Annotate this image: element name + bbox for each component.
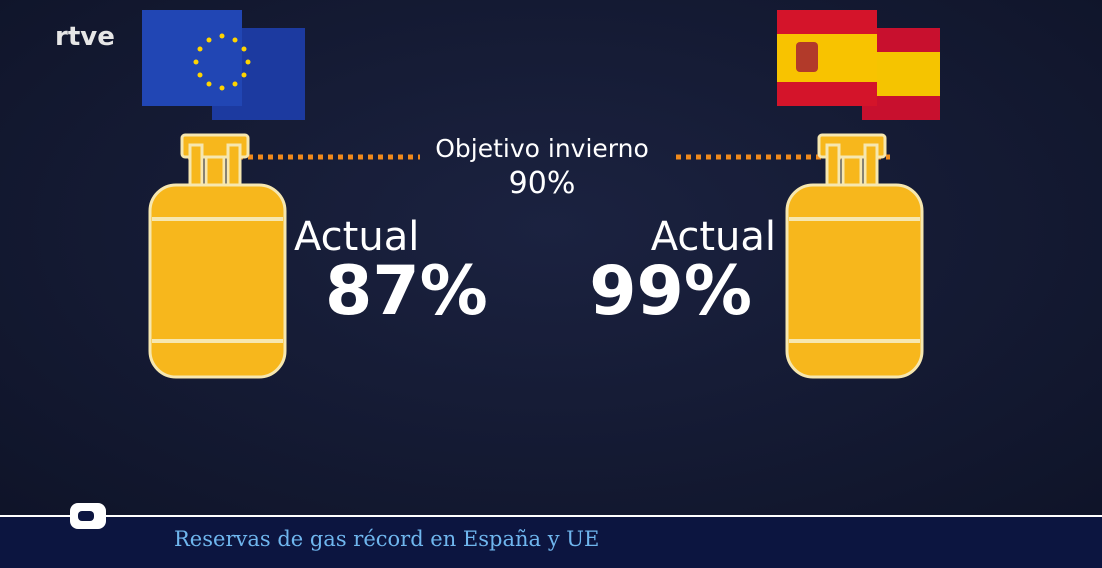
spain-flag [777, 10, 940, 120]
left-label: Actual [294, 214, 419, 260]
right-label: Actual [651, 214, 776, 260]
right-value: 99% [589, 252, 752, 331]
eu-flag [142, 10, 305, 120]
target-value: 90% [509, 166, 576, 201]
channel-logo: rtve [55, 22, 115, 52]
ticker-bar [0, 516, 1102, 568]
ticker-text: Reservas de gas récord en España y UE [174, 527, 599, 551]
target-label: Objetivo invierno [435, 134, 649, 163]
news-logo [70, 503, 106, 529]
left-value: 87% [325, 252, 488, 331]
